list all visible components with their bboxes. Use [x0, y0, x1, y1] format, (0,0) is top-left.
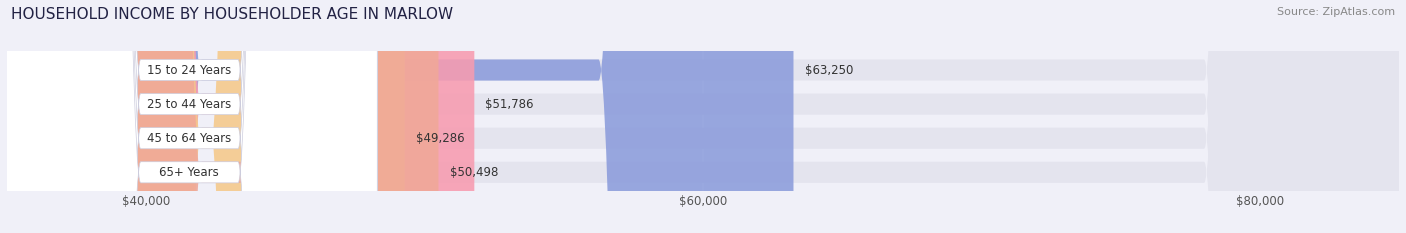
FancyBboxPatch shape — [7, 0, 1399, 233]
Text: $49,286: $49,286 — [416, 132, 464, 145]
Text: $50,498: $50,498 — [450, 166, 498, 179]
Text: Source: ZipAtlas.com: Source: ZipAtlas.com — [1277, 7, 1395, 17]
Text: 45 to 64 Years: 45 to 64 Years — [148, 132, 232, 145]
FancyBboxPatch shape — [7, 0, 439, 233]
Text: 15 to 24 Years: 15 to 24 Years — [148, 64, 232, 76]
Text: HOUSEHOLD INCOME BY HOUSEHOLDER AGE IN MARLOW: HOUSEHOLD INCOME BY HOUSEHOLDER AGE IN M… — [11, 7, 453, 22]
FancyBboxPatch shape — [7, 0, 474, 233]
FancyBboxPatch shape — [7, 0, 793, 233]
Text: 25 to 44 Years: 25 to 44 Years — [148, 98, 232, 111]
FancyBboxPatch shape — [1, 0, 377, 233]
FancyBboxPatch shape — [1, 0, 377, 233]
FancyBboxPatch shape — [1, 0, 377, 233]
FancyBboxPatch shape — [7, 0, 1399, 233]
Text: $51,786: $51,786 — [485, 98, 534, 111]
Text: $63,250: $63,250 — [804, 64, 853, 76]
Text: 65+ Years: 65+ Years — [159, 166, 219, 179]
FancyBboxPatch shape — [7, 0, 405, 233]
FancyBboxPatch shape — [1, 0, 377, 233]
FancyBboxPatch shape — [7, 0, 1399, 233]
FancyBboxPatch shape — [7, 0, 1399, 233]
